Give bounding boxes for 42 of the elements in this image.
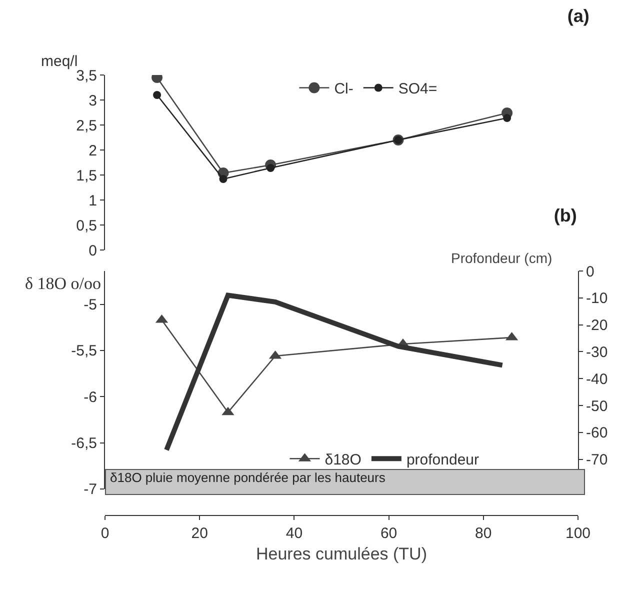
legend-label: profondeur [406, 451, 480, 468]
y2-tick-label: -60 [586, 424, 608, 442]
chart-title: (b) [554, 205, 577, 226]
y-tick-label: -7 [84, 481, 97, 498]
legend-label: δ18O [324, 451, 362, 468]
point [266, 164, 275, 172]
y-tick-label: -5 [84, 296, 97, 314]
legend-label: Cl- [334, 80, 354, 98]
y-tick-label: 1 [88, 192, 97, 210]
y2-tick-label: -70 [586, 452, 608, 469]
chart-title: (a) [567, 6, 590, 26]
x-tick-label: 0 [100, 525, 110, 542]
y2-tick-label: -20 [586, 317, 608, 334]
y-tick-label: -6 [84, 388, 97, 406]
x-tick-label: 40 [286, 525, 303, 542]
y-axis-title: meq/l [41, 53, 78, 70]
y2-axis-title: Profondeur (cm) [451, 250, 552, 266]
y2-tick-label: -40 [586, 370, 608, 388]
point [503, 114, 512, 122]
y-tick-label: -6,5 [71, 435, 97, 452]
y2-tick-label: -50 [586, 398, 608, 415]
y-axis-title: δ 18O o/oo [25, 274, 102, 293]
y2-tick-label: -30 [586, 344, 608, 361]
y-tick-label: 2,5 [76, 117, 97, 134]
legend-label: SO4= [398, 80, 438, 98]
point [153, 91, 162, 99]
note-box: δ18O pluie moyenne pondérée par les hauteurs [105, 469, 585, 495]
y-tick-label: 1,5 [76, 167, 97, 184]
x-axis-title: Heures cumulées (TU) [256, 544, 427, 564]
x-tick-label: 100 [565, 525, 591, 542]
y-tick-label: 3 [88, 92, 97, 110]
point [219, 175, 228, 183]
y-tick-label: 0 [88, 242, 97, 260]
y2-tick-label: -10 [586, 290, 608, 308]
y-tick-label: -5,5 [71, 342, 97, 360]
x-tick-label: 20 [191, 525, 208, 542]
y-tick-label: 3,5 [76, 67, 97, 84]
x-tick-label: 80 [475, 525, 492, 542]
x-tick-label: 60 [380, 525, 398, 542]
y2-tick-label: 0 [586, 263, 594, 280]
y-tick-label: 2 [88, 142, 97, 160]
y-tick-label: 0,5 [76, 217, 97, 234]
